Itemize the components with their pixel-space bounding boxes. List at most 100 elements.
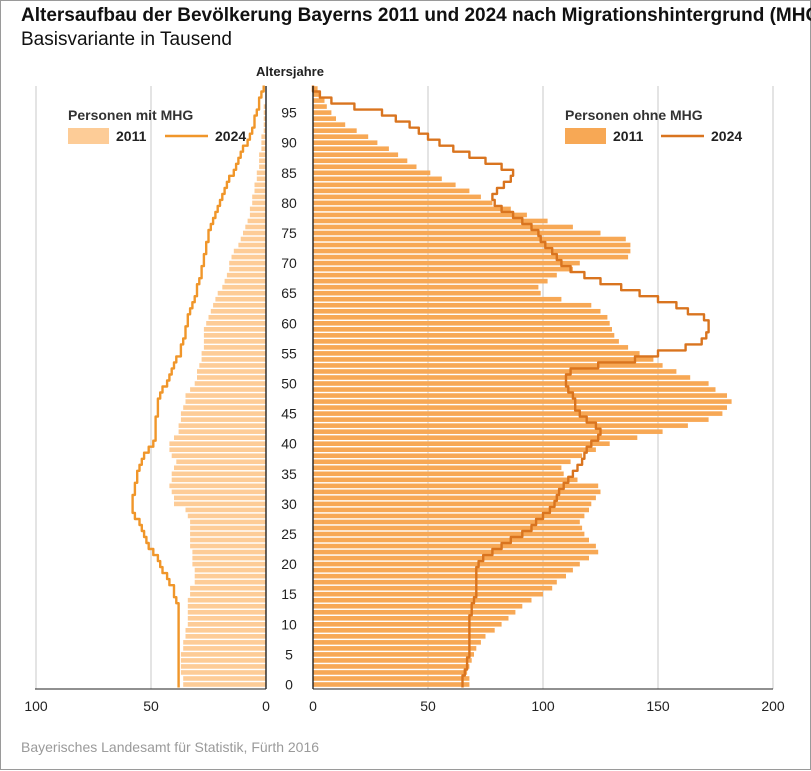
- left-bar: [231, 254, 266, 260]
- left-bar: [174, 495, 266, 501]
- left-bar: [256, 176, 266, 182]
- right-bar: [313, 224, 573, 230]
- left-bar: [252, 200, 266, 206]
- age-tick-label: 15: [281, 586, 297, 602]
- left-bar: [203, 327, 266, 332]
- right-bar: [313, 98, 325, 103]
- right-bar: [313, 272, 557, 278]
- age-tick-label: 90: [281, 135, 297, 151]
- right-bar: [313, 170, 431, 176]
- left-bar: [263, 104, 266, 109]
- right-bar: [313, 501, 592, 507]
- right-bar: [313, 321, 610, 326]
- left-bar: [190, 525, 266, 531]
- left-bar: [259, 152, 266, 158]
- age-tick-label: 65: [281, 285, 297, 301]
- age-tick-label: 70: [281, 255, 297, 271]
- left-bar: [183, 676, 266, 681]
- left-bar: [261, 140, 266, 145]
- right-bar: [313, 417, 709, 422]
- left-bar: [203, 339, 266, 344]
- left-bar: [190, 387, 266, 392]
- right-bar: [313, 622, 502, 627]
- right-x-tick-label: 0: [309, 698, 317, 714]
- left-x-tick-label: 0: [262, 698, 270, 714]
- right-bar: [313, 152, 399, 158]
- right-bar: [313, 465, 562, 471]
- right-bar: [313, 230, 601, 236]
- left-bar: [192, 555, 266, 561]
- left-bar: [185, 507, 266, 513]
- left-bar: [259, 158, 266, 164]
- left-bar: [180, 652, 266, 657]
- right-bar: [313, 453, 583, 459]
- left-bar: [171, 471, 266, 477]
- left-bar: [215, 296, 266, 302]
- left-bar: [201, 351, 266, 356]
- right-bar: [313, 339, 619, 344]
- right-bar: [313, 525, 583, 531]
- age-tick-label: 10: [281, 616, 297, 632]
- age-tick-label: 80: [281, 195, 297, 211]
- left-bar: [238, 242, 266, 248]
- left-bar: [180, 417, 266, 422]
- labels: Altersjahre Personen mit MHG 2011 2024 P…: [24, 64, 785, 714]
- right-bar: [313, 561, 580, 567]
- chart-title: Altersaufbau der Bevölkerung Bayerns 201…: [21, 5, 811, 26]
- right-bar: [313, 200, 493, 206]
- left-bar: [174, 435, 266, 440]
- right-bar: [313, 236, 626, 242]
- legend-left-title: Personen mit MHG: [68, 107, 193, 123]
- legend-right-2024-label: 2024: [711, 128, 742, 144]
- left-bar: [190, 543, 266, 549]
- right-bar: [313, 441, 610, 446]
- left-bar: [190, 531, 266, 537]
- left-bar: [194, 381, 266, 386]
- left-bar: [183, 682, 266, 687]
- right-bar: [313, 634, 486, 639]
- left-bar: [180, 411, 266, 416]
- right-bar: [313, 116, 336, 121]
- left-bar: [210, 308, 266, 314]
- left-bar: [180, 658, 266, 663]
- right-bar: [313, 658, 472, 663]
- right-bar: [313, 399, 732, 404]
- right-bar: [313, 158, 408, 164]
- right-bar: [313, 128, 357, 133]
- left-bar: [213, 302, 266, 308]
- left-bar: [201, 357, 266, 362]
- right-bar: [313, 92, 320, 97]
- right-bar: [313, 86, 318, 91]
- left-bar: [169, 441, 266, 446]
- right-bar: [313, 519, 580, 525]
- source-note: Bayerisches Landesamt für Statistik, Für…: [21, 739, 320, 755]
- left-bar: [233, 248, 266, 254]
- left-bar: [192, 549, 266, 555]
- left-bar: [180, 670, 266, 675]
- right-bar: [313, 609, 516, 615]
- left-bar: [229, 266, 266, 272]
- right-bar: [313, 549, 599, 555]
- left-bar: [197, 375, 266, 380]
- left-bar: [222, 284, 266, 290]
- right-x-tick-label: 200: [761, 698, 785, 714]
- left-bar: [229, 260, 266, 266]
- right-bar: [313, 375, 691, 380]
- left-bar: [263, 122, 266, 127]
- left-bar: [249, 212, 266, 218]
- right-bar: [313, 260, 580, 266]
- right-bar: [313, 567, 573, 573]
- chart-subtitle: Basisvariante in Tausend: [21, 29, 232, 50]
- right-bar: [313, 585, 553, 591]
- right-bar: [313, 284, 539, 290]
- left-bar: [249, 206, 266, 212]
- left-bar: [169, 447, 266, 453]
- right-bar: [313, 573, 566, 579]
- left-bar: [240, 236, 266, 242]
- age-tick-label: 30: [281, 496, 297, 512]
- right-bar: [313, 603, 523, 609]
- right-bar: [313, 218, 548, 224]
- right-bar: [313, 423, 688, 428]
- left-x-tick-label: 50: [143, 698, 159, 714]
- left-x-tick-label: 100: [24, 698, 48, 714]
